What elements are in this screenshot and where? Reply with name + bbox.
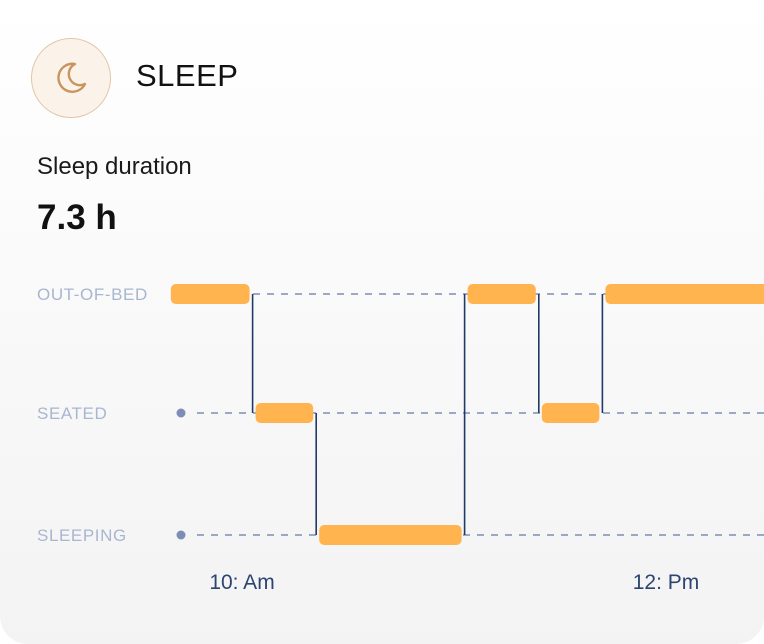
state-dot <box>176 530 186 540</box>
state-dot <box>176 408 186 418</box>
state-bar <box>170 284 250 304</box>
card-title: SLEEP <box>136 58 239 93</box>
state-bar <box>605 284 764 304</box>
state-bar <box>541 403 600 423</box>
state-bar <box>467 284 536 304</box>
state-label: SLEEPING <box>37 526 127 545</box>
x-tick-label: 12: Pm <box>633 571 700 594</box>
state-bar <box>319 525 462 545</box>
state-label: SEATED <box>37 404 107 423</box>
state-bar <box>255 403 314 423</box>
x-tick-label: 10: Am <box>209 571 274 594</box>
moon-icon-badge <box>31 38 111 118</box>
metric-value: 7.3 h <box>37 198 117 237</box>
state-label: OUT-OF-BED <box>37 285 148 304</box>
moon-icon <box>57 62 87 93</box>
metric-label: Sleep duration <box>37 153 192 180</box>
